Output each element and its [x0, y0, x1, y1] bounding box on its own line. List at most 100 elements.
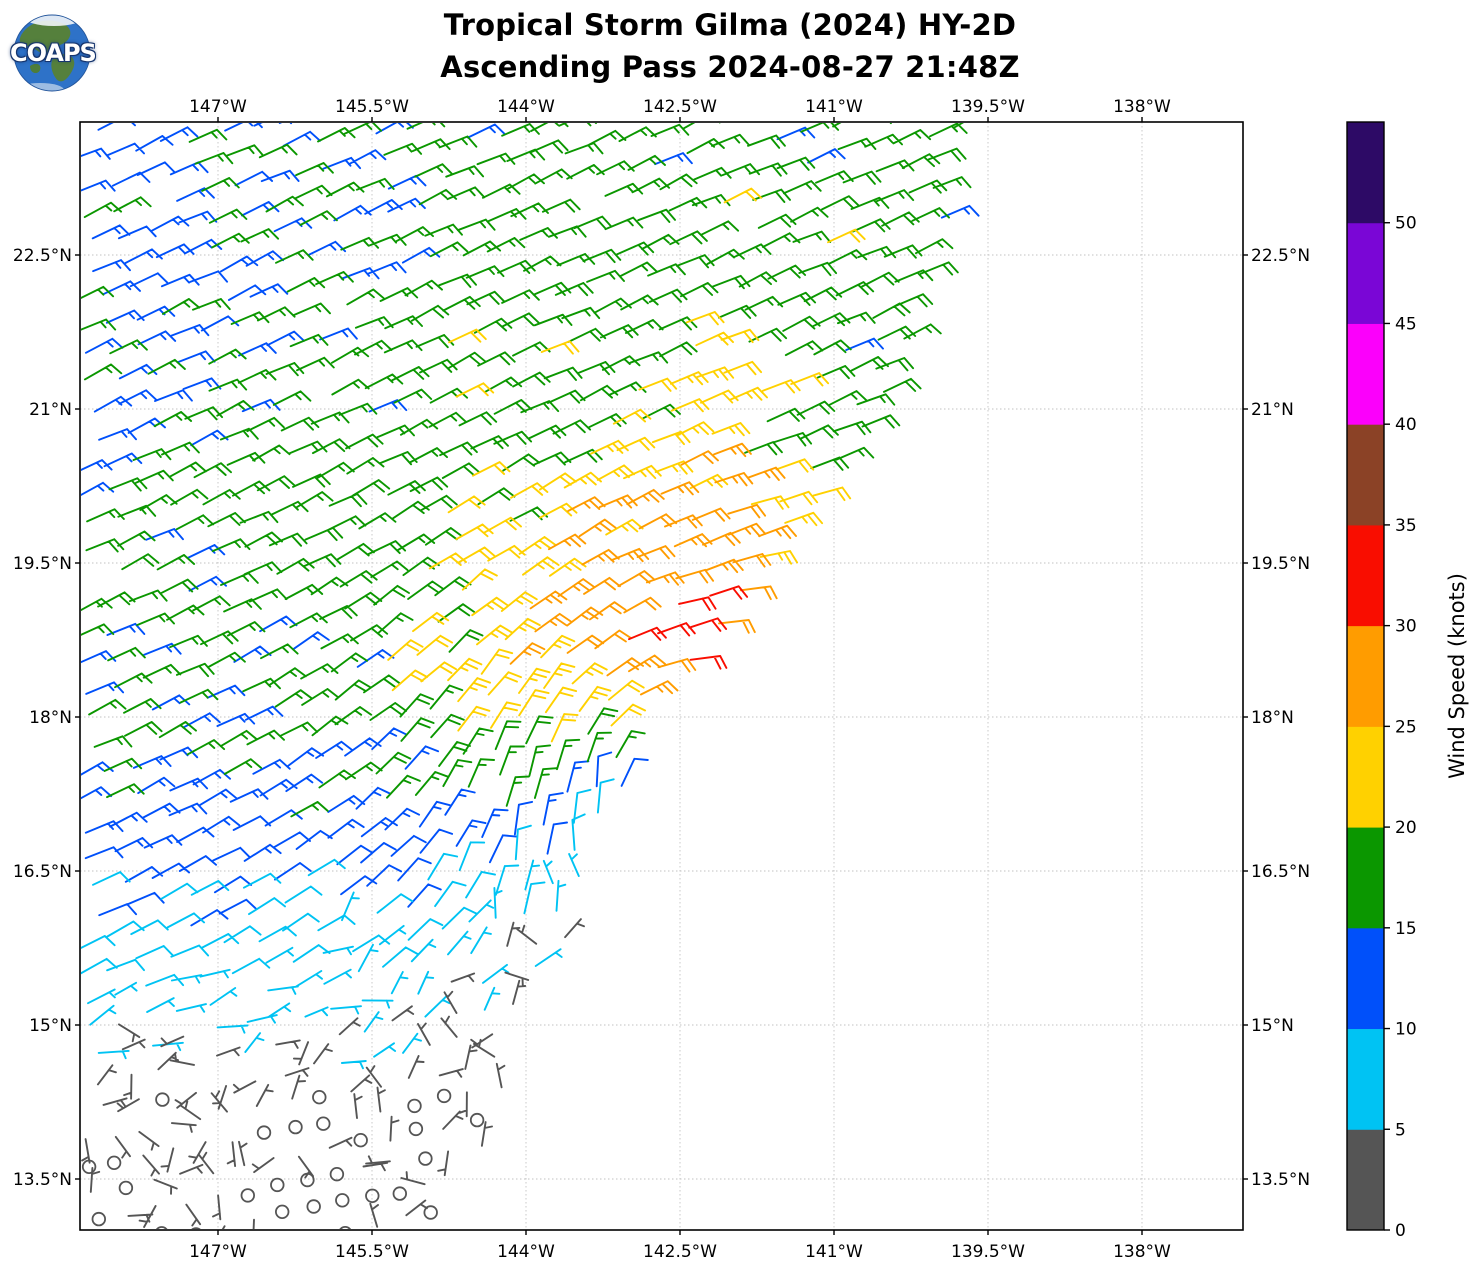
colorbar [1346, 121, 1390, 1231]
y-tick-label-left: 15°N [29, 1016, 72, 1036]
calm-circle [335, 1193, 350, 1208]
calm-circle [339, 1226, 352, 1229]
calm-circle [329, 1166, 345, 1182]
colorbar-tick-label: 25 [1395, 717, 1417, 737]
wind-barbs [81, 123, 972, 818]
wind-barbs [81, 778, 615, 1070]
colorbar-border [1346, 121, 1385, 1231]
calm-circle [106, 1155, 122, 1171]
calm-circle [155, 1226, 168, 1229]
y-tick-label-left: 22.5°N [13, 246, 72, 266]
calm-circle [240, 1188, 256, 1203]
gridlines [80, 122, 1243, 1230]
colorbar-segment [1347, 524, 1384, 627]
y-tick-label-right: 15°N [1251, 1016, 1294, 1036]
x-tick-label-bottom: 144°W [497, 1242, 555, 1262]
colorbar-segment [1347, 927, 1384, 1030]
x-tick-label-top: 144°W [497, 97, 555, 117]
x-tick-label-top: 141°W [805, 97, 863, 117]
y-tick-label-left: 13.5°N [13, 1170, 72, 1190]
colorbar-tick-label: 0 [1395, 1221, 1406, 1241]
wind-barbs [628, 585, 749, 670]
calm-circle [275, 1204, 290, 1220]
globe-icon [13, 14, 91, 92]
calm-circle [353, 1132, 368, 1148]
colorbar-segment [1347, 1129, 1384, 1231]
y-tick-label-right: 21°N [1251, 400, 1294, 420]
x-tick-label-bottom: 138°W [1113, 1242, 1171, 1262]
x-tick-label-bottom: 139.5°W [951, 1242, 1025, 1262]
colorbar-tick-label: 35 [1395, 516, 1417, 536]
wind-barbs [81, 918, 585, 1229]
axis-ticks [75, 117, 1248, 1235]
x-tick-label-top: 142.5°W [643, 97, 717, 117]
colorbar-segment [1347, 726, 1384, 828]
y-tick-label-left: 19.5°N [13, 554, 72, 574]
colorbar-segment [1347, 625, 1384, 727]
y-tick-label-right: 19.5°N [1251, 554, 1310, 574]
calm-circle [256, 1125, 272, 1140]
colorbar-tick-label: 15 [1395, 919, 1417, 939]
y-tick-label-left: 21°N [29, 400, 72, 420]
calm-circle [306, 1199, 321, 1214]
calm-circle [91, 1211, 107, 1227]
calm-circle [418, 1151, 433, 1166]
wind-barbs [509, 442, 797, 696]
colorbar-tick-label: 50 [1395, 214, 1417, 234]
colorbar-segment [1347, 122, 1384, 224]
calm-circle [408, 1121, 424, 1137]
x-tick-label-bottom: 145.5°W [335, 1242, 409, 1262]
y-tick-label-right: 16.5°N [1251, 862, 1310, 882]
x-tick-label-top: 138°W [1113, 97, 1171, 117]
wind-barbs-layer [81, 123, 980, 1229]
x-tick-label-bottom: 141°W [805, 1242, 863, 1262]
y-tick-label-left: 18°N [29, 708, 72, 728]
calm-circles-layer [81, 1088, 485, 1246]
calm-circle [365, 1188, 380, 1204]
colorbar-segment [1347, 1028, 1384, 1130]
colorbar-segment [1347, 424, 1384, 526]
colorbar-segment [1347, 222, 1384, 324]
colorbar-tick-label: 5 [1395, 1120, 1406, 1140]
colorbar-tick-label: 45 [1395, 314, 1417, 334]
calm-circle [469, 1112, 485, 1128]
y-tick-label-left: 16.5°N [13, 862, 72, 882]
calm-circle [155, 1092, 170, 1107]
wind-barbs [387, 187, 866, 743]
colorbar-axis-label: Wind Speed (knots) [1445, 573, 1469, 779]
colorbar-tick-label: 30 [1395, 617, 1417, 637]
x-tick-label-top: 145.5°W [335, 97, 409, 117]
coaps-logo: COAPS [10, 8, 97, 92]
calm-circle [288, 1119, 303, 1135]
colorbar-segment [1347, 827, 1384, 929]
calm-circle [270, 1177, 285, 1193]
calm-circle [312, 1089, 327, 1105]
colorbar-tick-label: 20 [1395, 818, 1417, 838]
calm-circle [436, 1088, 452, 1104]
chart-subtitle: Ascending Pass 2024-08-27 21:48Z [440, 50, 1020, 84]
y-tick-label-right: 18°N [1251, 708, 1294, 728]
x-tick-label-bottom: 147°W [189, 1242, 247, 1262]
calm-circle [81, 1159, 97, 1175]
calm-circle [407, 1098, 422, 1114]
calm-circle [118, 1180, 134, 1196]
calm-circle [430, 1232, 443, 1245]
colorbar-tick-label: 10 [1395, 1020, 1417, 1040]
wind-barbs [81, 123, 980, 927]
calm-circle [392, 1186, 408, 1201]
colorbar-tick-label: 40 [1395, 415, 1417, 435]
y-tick-label-right: 22.5°N [1251, 246, 1310, 266]
calm-circle [191, 1227, 201, 1229]
calm-circle [316, 1116, 331, 1131]
colorbar-segment [1347, 323, 1384, 425]
calm-circle [305, 1233, 318, 1246]
x-tick-label-top: 139.5°W [951, 97, 1025, 117]
calm-circle [423, 1205, 438, 1220]
plot-border [79, 121, 1244, 1231]
x-tick-label-top: 147°W [189, 97, 247, 117]
calm-circle [300, 1172, 315, 1188]
coaps-logo-text: COAPS [10, 39, 97, 67]
y-tick-label-right: 13.5°N [1251, 1170, 1310, 1190]
